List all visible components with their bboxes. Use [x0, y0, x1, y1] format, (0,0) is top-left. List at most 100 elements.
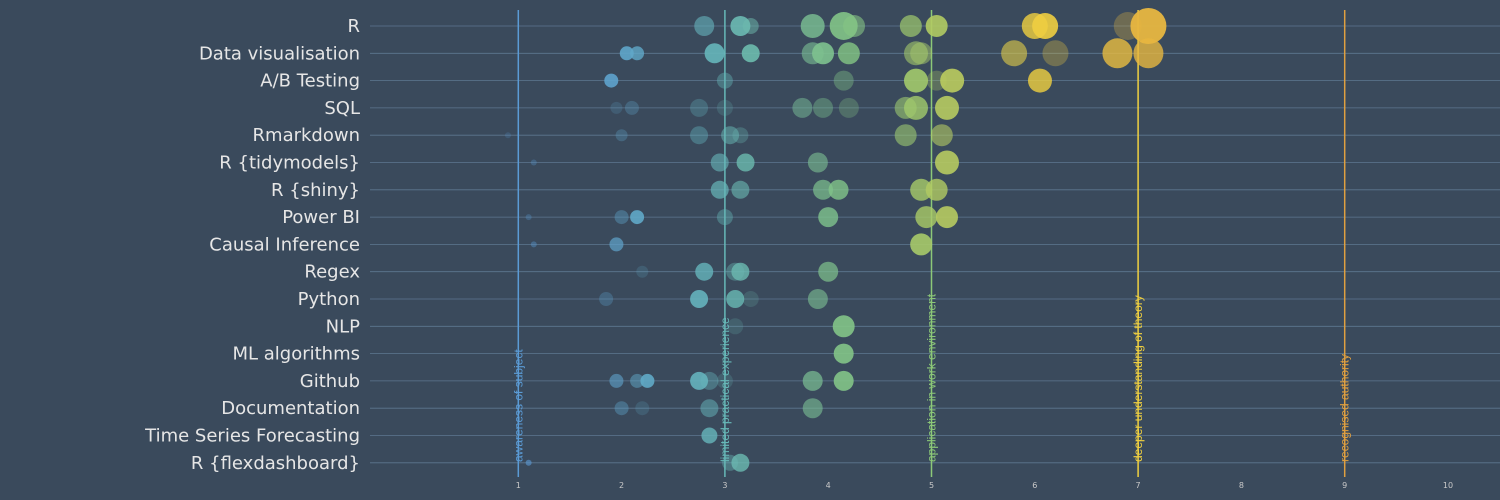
data-point — [700, 371, 719, 390]
data-point — [716, 72, 733, 89]
data-point — [742, 291, 759, 307]
data-point — [630, 46, 645, 61]
reference-label: awareness of subject — [511, 349, 525, 462]
category-label: R — [347, 16, 360, 37]
data-point — [716, 99, 733, 116]
x-tick-label: 8 — [1239, 481, 1244, 490]
data-point — [690, 98, 709, 117]
x-tick-label: 7 — [1136, 481, 1141, 490]
data-point — [800, 14, 825, 38]
data-point — [1102, 38, 1133, 69]
x-tick-label: 10 — [1443, 481, 1453, 490]
data-point — [818, 207, 839, 228]
data-point — [904, 95, 929, 120]
data-point — [813, 97, 834, 118]
data-point — [604, 73, 619, 88]
reference-label: limited practical experience — [718, 317, 732, 462]
category-label: A/B Testing — [260, 71, 360, 92]
data-point — [530, 241, 537, 248]
category-label: ML algorithms — [232, 344, 360, 365]
data-point — [530, 159, 537, 166]
data-point — [792, 97, 813, 118]
category-label: Power BI — [282, 207, 360, 228]
data-point — [833, 70, 854, 91]
x-tick-label: 2 — [619, 481, 624, 490]
data-point — [812, 42, 835, 65]
data-point — [813, 179, 834, 200]
data-point — [1001, 40, 1028, 67]
category-labels: R Data visualisation A/B Testing SQL Rmarkdo… — [144, 16, 360, 474]
category-label: Data visualisation — [199, 43, 360, 64]
data-point — [636, 265, 649, 278]
data-point — [525, 214, 532, 221]
data-point — [828, 179, 849, 200]
data-point — [1027, 68, 1052, 93]
data-point — [726, 290, 745, 308]
data-point — [727, 318, 744, 335]
x-tick-label: 5 — [929, 481, 934, 490]
data-point — [630, 373, 645, 388]
data-point — [1032, 13, 1059, 39]
data-point — [710, 180, 729, 199]
data-point — [940, 68, 965, 93]
category-label: Rmarkdown — [253, 125, 360, 146]
category-label: NLP — [326, 316, 360, 337]
x-tick-label: 3 — [722, 481, 727, 490]
category-label: R {shiny} — [271, 180, 360, 201]
data-point — [614, 401, 629, 416]
data-point — [802, 398, 823, 419]
data-point — [802, 370, 823, 391]
data-point — [930, 124, 953, 147]
x-tick-label: 1 — [516, 481, 521, 490]
data-points — [504, 8, 1167, 472]
data-point — [710, 153, 729, 172]
data-point — [599, 292, 614, 306]
category-label: R {tidymodels} — [219, 153, 360, 174]
data-point — [609, 237, 624, 252]
x-tick-labels: 1 2 3 4 5 6 7 8 9 10 — [516, 481, 1453, 490]
data-point — [818, 261, 839, 282]
data-point — [833, 370, 854, 391]
data-point — [504, 132, 511, 139]
data-point — [915, 206, 938, 229]
data-point — [1130, 8, 1167, 44]
data-point — [716, 209, 733, 226]
data-point — [837, 42, 860, 65]
category-label: Documentation — [221, 398, 360, 419]
data-point — [624, 100, 639, 115]
data-point — [838, 97, 859, 118]
data-point — [925, 15, 948, 37]
data-point — [694, 16, 715, 36]
data-point — [701, 427, 718, 444]
x-tick-label: 6 — [1032, 481, 1037, 490]
category-label: R {flexdashboard} — [191, 453, 360, 474]
data-point — [1042, 40, 1069, 67]
data-point — [619, 46, 634, 61]
category-label: SQL — [324, 98, 360, 119]
data-point — [695, 262, 714, 281]
data-point — [934, 150, 959, 175]
data-point — [732, 127, 749, 144]
data-point — [610, 101, 623, 114]
data-point — [731, 453, 750, 472]
data-point — [690, 290, 709, 308]
data-point — [690, 371, 709, 390]
data-point — [807, 289, 828, 309]
data-point — [721, 126, 740, 145]
category-label: Python — [298, 289, 360, 310]
data-point — [904, 68, 929, 93]
data-point — [910, 233, 933, 256]
category-label: Regex — [304, 262, 360, 283]
data-point — [910, 178, 933, 201]
x-tick-label: 4 — [826, 481, 831, 490]
x-tick-label: 9 — [1342, 481, 1347, 490]
data-point — [742, 18, 759, 34]
data-point — [525, 459, 532, 466]
data-point — [925, 178, 948, 201]
data-point — [640, 373, 655, 388]
data-point — [700, 399, 719, 418]
reference-labels: awareness of subject limited practical ex… — [511, 293, 1351, 462]
reference-label: application in work environment — [925, 293, 939, 462]
category-label: Time Series Forecasting — [144, 426, 360, 447]
